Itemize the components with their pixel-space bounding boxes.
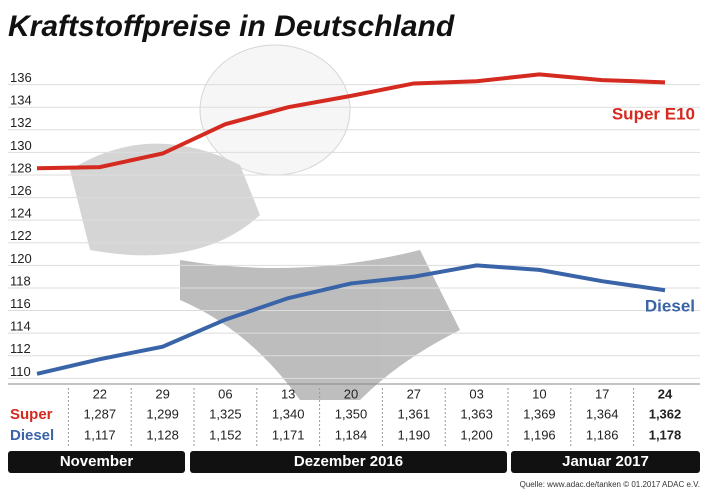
month-box <box>511 451 700 473</box>
y-tick-label: 112 <box>10 341 31 356</box>
month-label: Dezember 2016 <box>294 453 403 470</box>
y-tick-label: 134 <box>10 93 32 108</box>
x-tick-label: 10 <box>532 386 546 401</box>
y-tick-label: 114 <box>10 319 31 334</box>
x-tick-label: 13 <box>281 386 295 401</box>
month-box <box>190 451 507 473</box>
table-value: 1,361 <box>398 406 431 421</box>
y-tick-label: 124 <box>10 206 32 221</box>
y-tick-label: 132 <box>10 115 32 130</box>
y-tick-label: 136 <box>10 70 32 85</box>
table-value: 1,128 <box>146 427 179 442</box>
x-tick-label: 06 <box>218 386 232 401</box>
row-label: Diesel <box>10 427 54 444</box>
table-value: 1,190 <box>398 427 431 442</box>
series-line <box>36 263 666 376</box>
month-label: November <box>60 453 134 470</box>
table-value: 1,184 <box>335 427 368 442</box>
series-line <box>36 72 666 171</box>
y-tick-label: 130 <box>10 138 32 153</box>
y-tick-label: 110 <box>10 364 31 379</box>
y-tick-label: 118 <box>10 273 31 288</box>
x-tick-label: 03 <box>469 386 483 401</box>
table-value: 1,152 <box>209 427 242 442</box>
table-value: 1,287 <box>84 406 117 421</box>
table-value: 1,196 <box>523 427 556 442</box>
table-value: 1,350 <box>335 406 368 421</box>
table-value: 1,178 <box>649 427 682 442</box>
x-tick-label: 29 <box>155 386 169 401</box>
table-value: 1,363 <box>460 406 493 421</box>
x-tick-label: 20 <box>344 386 358 401</box>
x-tick-label: 22 <box>93 386 107 401</box>
x-tick-label: 27 <box>407 386 421 401</box>
x-tick-label: 24 <box>658 386 673 401</box>
table-value: 1,200 <box>460 427 493 442</box>
table-value: 1,325 <box>209 406 242 421</box>
y-tick-label: 126 <box>10 183 32 198</box>
row-label: Super <box>10 406 53 423</box>
month-label: Januar 2017 <box>562 453 649 470</box>
y-tick-label: 128 <box>10 160 32 175</box>
table-value: 1,340 <box>272 406 305 421</box>
table-value: 1,369 <box>523 406 556 421</box>
table-value: 1,186 <box>586 427 619 442</box>
y-tick-label: 116 <box>10 296 31 311</box>
month-box <box>8 451 185 473</box>
legend-label: Super E10 <box>612 104 695 123</box>
table-value: 1,362 <box>649 406 682 421</box>
source: Quelle: www.adac.de/tanken © 01.2017 ADA… <box>520 480 700 489</box>
table-value: 1,299 <box>146 406 179 421</box>
y-tick-label: 120 <box>10 251 32 266</box>
table-value: 1,171 <box>272 427 305 442</box>
table-value: 1,364 <box>586 406 619 421</box>
legend-label: Diesel <box>645 296 695 315</box>
chart-title: Kraftstoffpreise in Deutschland <box>8 10 455 43</box>
table-value: 1,117 <box>84 427 116 442</box>
x-tick-label: 17 <box>595 386 609 401</box>
y-tick-label: 122 <box>10 228 32 243</box>
nozzle-decoration <box>70 44 460 400</box>
